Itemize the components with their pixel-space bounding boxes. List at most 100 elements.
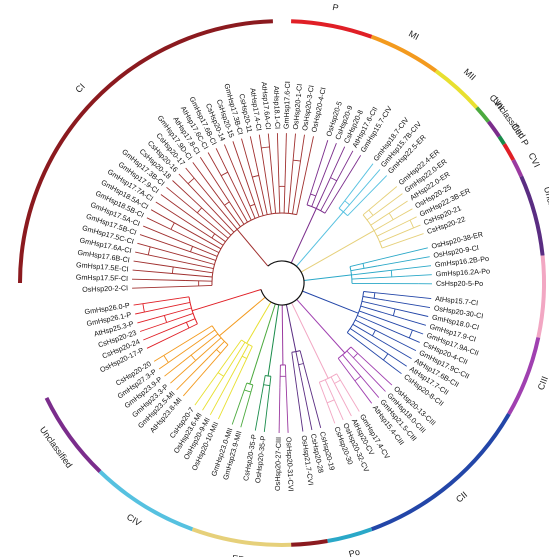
root-branch [296,299,346,354]
leaf-branch [412,329,424,335]
internal-branch [148,254,214,270]
internal-arc [388,212,394,220]
leaf-branch [319,143,337,186]
clade-arc [346,291,365,333]
root-branch [218,296,266,337]
leaf-branch [207,152,222,176]
internal-branch [296,201,300,215]
internal-branch [221,190,245,225]
ring-segment [486,120,501,138]
leaf-branch [340,379,360,412]
internal-branch [203,225,226,243]
leaf-branch [378,193,403,212]
leaf-branch [296,391,304,432]
leaf-branch [139,322,167,332]
internal-branch [170,228,220,254]
leaf-branch [344,163,374,202]
leaf-branch [231,396,243,425]
internal-branch [318,382,331,410]
internal-arc [372,329,376,337]
ring-segment [536,255,547,338]
clade-arc [349,266,353,284]
internal-branch [208,341,225,358]
internal-branch [273,199,277,214]
leaf-branch [170,360,197,384]
root-branch [267,304,280,377]
subfamily-ring [18,19,547,547]
internal-arc [190,246,194,252]
leaf-branch [404,318,427,326]
leaf-branch [359,364,386,392]
leaf-branch [166,186,198,214]
leaf-branch [333,399,344,421]
internal-branch [198,284,213,287]
internal-branch [343,197,356,213]
leaf-branch [330,146,346,178]
ring-label: P [519,138,531,148]
internal-arc [344,200,350,206]
internal-branch [349,262,364,268]
leaf-branch [199,156,223,192]
internal-arc [298,363,304,366]
internal-branch [330,376,339,391]
internal-branch [201,260,215,265]
internal-arc [171,266,174,274]
internal-branch [190,251,216,261]
leaf-label: GmHsp17.5E-CI [76,260,129,273]
leaf-branch [362,247,428,264]
leaf-branch [164,361,183,377]
leaf-branch [267,133,275,201]
internal-branch [185,280,213,282]
ring-segment [502,143,516,161]
root-branch [291,302,329,379]
leaf-branch [192,162,225,206]
root-branch [290,208,317,264]
leaf-branch [399,208,413,217]
ring-label: CI [73,81,86,94]
internal-branch [349,328,389,355]
ring-segment [475,106,491,123]
internal-arc [252,175,259,178]
leaf-branch [394,308,429,317]
internal-branch [191,198,232,236]
leaf-branch [310,140,329,195]
root-branch [246,301,272,344]
ring-segment [291,539,328,547]
ring-segment [18,19,273,284]
internal-arc [261,146,270,149]
internal-arc [326,399,335,404]
root-branch [281,304,284,366]
leaf-branch [377,256,430,267]
internal-arc [354,375,361,382]
root-branch [302,290,359,314]
internal-branch [250,384,254,393]
internal-branch [376,219,411,237]
internal-branch [260,147,272,214]
internal-arc [368,209,374,216]
clade-arc [241,339,253,347]
leaf-branch [185,167,229,220]
internal-arc [170,222,175,230]
internal-branch [210,339,242,384]
leaf-branch [337,389,352,417]
leaf-branch [139,234,191,253]
leaf-branch [254,393,263,431]
leaf-branch [391,265,432,271]
ring-segment [434,69,479,110]
ring-label: Po [348,547,361,557]
leaf-branch [388,200,408,214]
leaf-label: GmHsp16.2A-Po [436,266,491,278]
internal-branch [352,323,383,342]
leaf-branch [137,242,202,262]
internal-branch [315,177,331,209]
internal-branch [362,209,369,216]
leaf-branch [146,327,190,349]
internal-branch [351,275,406,280]
ring-label: Unclassified [38,425,75,470]
leaf-branch [276,133,280,187]
leaf-branch [143,225,181,242]
leaf-label: CsHsp20-5-Po [436,279,483,288]
leaf-branch [178,173,189,185]
